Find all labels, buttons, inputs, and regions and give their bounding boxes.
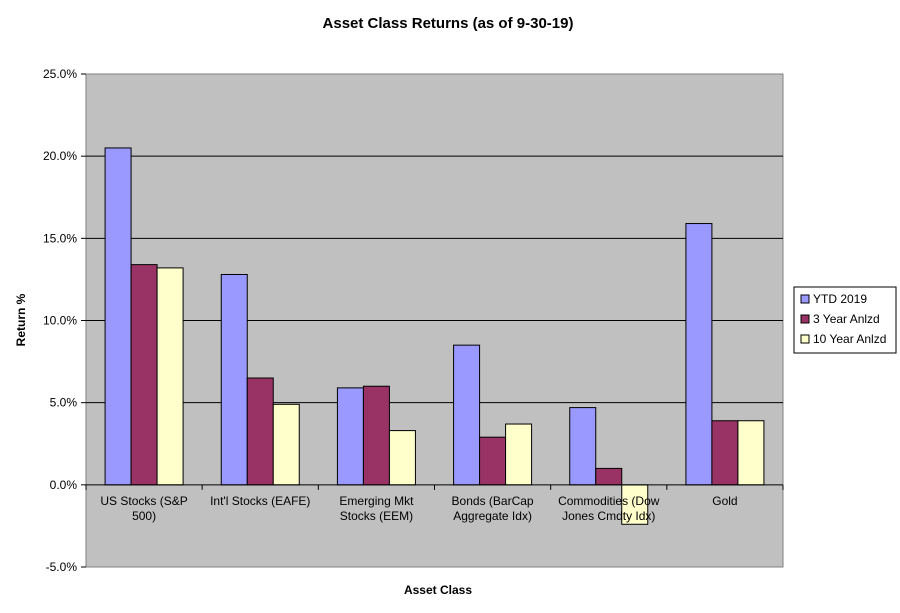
legend-swatch xyxy=(800,334,810,344)
x-category-label: Gold xyxy=(712,494,737,508)
legend-swatch xyxy=(800,314,810,324)
x-category-label: US Stocks (S&P 500) xyxy=(100,494,187,523)
x-category-label: Commodities (Dow Jones Cmdty Idx) xyxy=(558,494,660,523)
y-axis-title: Return % xyxy=(14,293,28,346)
y-axis-ticks: -5.0% 0.0% 5.0% 10.0% 15.0% 20.0% 25.0% xyxy=(43,67,86,574)
legend-label: 10 Year Anlzd xyxy=(813,332,886,346)
bar xyxy=(711,420,739,486)
legend-label: 3 Year Anlzd xyxy=(813,312,880,326)
legend: YTD 2019 3 Year Anlzd 10 Year Anlzd xyxy=(793,286,897,354)
bar xyxy=(272,403,300,486)
bar xyxy=(156,267,184,486)
y-tick-label: 5.0% xyxy=(50,396,78,410)
bar xyxy=(505,423,533,486)
bars xyxy=(104,147,765,525)
bar xyxy=(220,273,248,486)
y-tick-label: 20.0% xyxy=(43,149,77,163)
legend-label: YTD 2019 xyxy=(813,292,867,306)
gridlines xyxy=(86,155,783,404)
bar xyxy=(621,484,649,525)
bar xyxy=(479,436,507,486)
x-axis-title: Asset Class xyxy=(404,583,472,597)
bar xyxy=(569,407,597,486)
legend-swatch xyxy=(800,294,810,304)
bar xyxy=(104,147,132,486)
bar xyxy=(362,385,390,486)
bar xyxy=(246,377,274,486)
y-tick-label: -5.0% xyxy=(46,560,78,574)
x-category-label: Int'l Stocks (EAFE) xyxy=(210,494,310,508)
bar xyxy=(595,467,623,486)
bar xyxy=(388,430,416,486)
y-tick-label: 0.0% xyxy=(50,478,78,492)
bar xyxy=(453,344,481,486)
bar xyxy=(130,264,158,486)
chart-title: Asset Class Returns (as of 9-30-19) xyxy=(323,15,574,32)
y-tick-label: 15.0% xyxy=(43,231,77,245)
bar xyxy=(737,420,765,486)
y-tick-label: 10.0% xyxy=(43,314,77,328)
y-tick-label: 25.0% xyxy=(43,67,77,81)
x-category-label: Emerging Mkt Stocks (EEM) xyxy=(339,494,414,523)
bar xyxy=(336,387,364,486)
legend-box xyxy=(793,286,897,354)
bar xyxy=(685,223,713,486)
x-axis-category-labels: US Stocks (S&P 500) Int'l Stocks (EAFE) Eme… xyxy=(100,494,737,523)
x-category-label: Bonds (BarCap Aggregate Idx) xyxy=(452,494,534,523)
axes xyxy=(85,484,784,490)
